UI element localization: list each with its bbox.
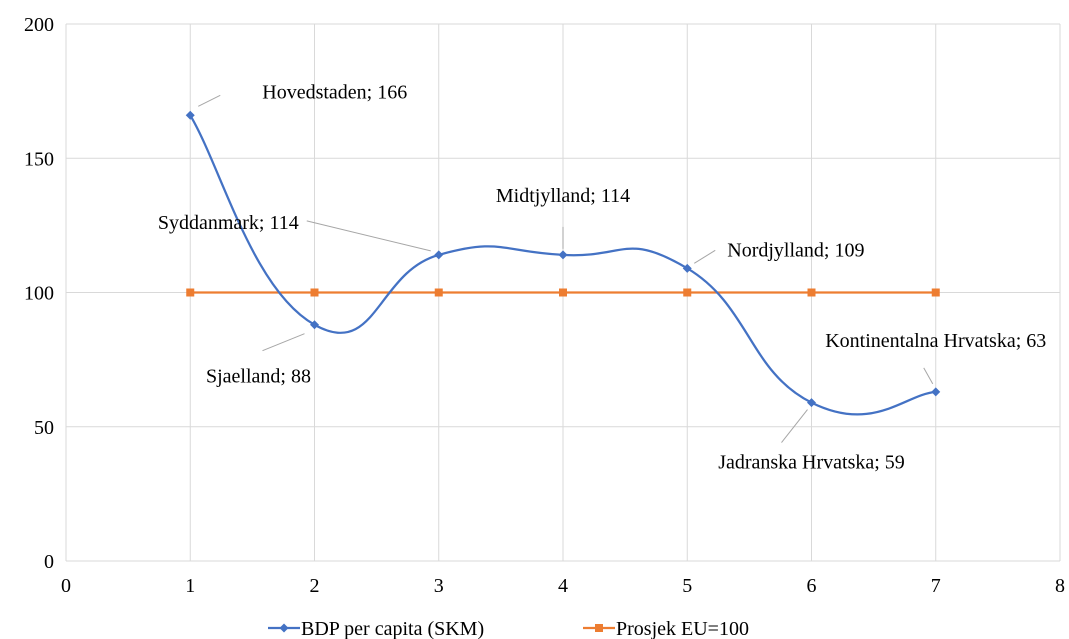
legend-label: Prosjek EU=100	[616, 618, 749, 639]
data-point	[185, 110, 195, 120]
y-tick-label: 150	[24, 148, 54, 170]
y-tick-label: 50	[34, 417, 54, 439]
data-point	[682, 263, 692, 273]
x-tick-label: 4	[558, 575, 568, 597]
data-label: Nordjylland; 109	[727, 239, 864, 261]
data-labels-layer: Hovedstaden; 166 Sjaelland; 88 Syddanmark;…	[158, 81, 1046, 473]
leader-line	[781, 409, 808, 443]
legend-item: BDP per capita (SKM)	[268, 618, 484, 639]
x-tick-label: 5	[682, 575, 692, 597]
leader-line	[693, 249, 716, 264]
data-label: Midtjylland; 114	[496, 185, 630, 207]
y-tick-label: 200	[24, 14, 54, 36]
legend-marker	[279, 623, 289, 633]
x-tick-label: 6	[807, 575, 817, 597]
data-label: Kontinentalna Hrvatska; 63	[825, 330, 1046, 352]
leader-line	[923, 367, 934, 385]
x-axis-tick-labels: 0 1 2 3 4 5 6 7 8	[61, 575, 1065, 597]
data-point	[931, 288, 940, 297]
x-tick-label: 0	[61, 575, 71, 597]
data-point	[558, 250, 568, 260]
data-point	[434, 250, 444, 260]
x-tick-label: 2	[310, 575, 320, 597]
data-label: Syddanmark; 114	[158, 212, 299, 234]
legend-marker	[595, 624, 603, 632]
leader-line	[198, 94, 221, 107]
legend-label: BDP per capita (SKM)	[301, 618, 484, 639]
leader-line	[306, 220, 431, 252]
y-axis-tick-labels: 0 50 100 150 200	[24, 14, 54, 573]
data-point	[807, 288, 816, 297]
x-tick-label: 8	[1055, 575, 1065, 597]
data-label: Jadranska Hrvatska; 59	[718, 452, 905, 474]
leader-line	[262, 333, 305, 352]
x-tick-label: 7	[931, 575, 941, 597]
x-tick-label: 3	[434, 575, 444, 597]
data-point	[186, 288, 195, 297]
x-tick-label: 1	[185, 575, 195, 597]
data-point	[310, 320, 319, 330]
legend-item: Prosjek EU=100	[583, 618, 749, 639]
data-point	[434, 288, 443, 297]
data-point	[931, 387, 941, 397]
legend: BDP per capita (SKM) Prosjek EU=100	[268, 618, 749, 639]
y-tick-label: 0	[44, 551, 54, 573]
data-label: Hovedstaden; 166	[262, 81, 407, 103]
data-point	[559, 288, 567, 297]
data-point	[683, 288, 692, 297]
data-point	[807, 398, 816, 408]
data-point	[310, 288, 319, 297]
data-label: Sjaelland; 88	[206, 366, 311, 388]
series-0	[185, 110, 941, 416]
series-1	[186, 288, 940, 297]
y-tick-label: 100	[24, 283, 54, 305]
series-layer	[185, 110, 941, 416]
